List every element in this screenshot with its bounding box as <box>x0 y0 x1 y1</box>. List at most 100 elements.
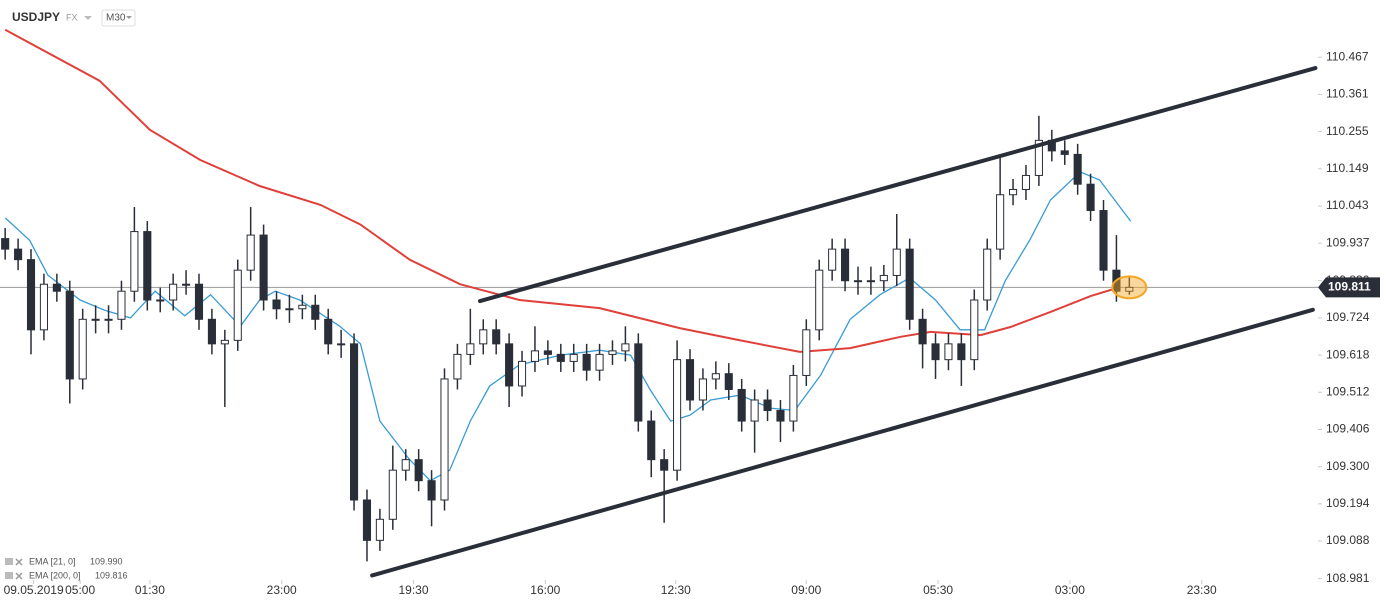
plot <box>1 28 1318 578</box>
legend-name: EMA [200, 0] <box>29 570 81 580</box>
candle-body <box>440 378 449 501</box>
interval-box[interactable] <box>101 9 136 27</box>
interval-arrow[interactable] <box>126 16 132 19</box>
candle-body <box>246 234 255 271</box>
y-tick-label: 109.724 <box>1326 310 1370 324</box>
candle-body <box>1 238 10 250</box>
candle-body <box>776 410 785 422</box>
candle-body <box>737 388 746 422</box>
x-tick-label: 23:00 <box>267 583 297 597</box>
dropdown-arrow[interactable] <box>84 16 92 20</box>
x-tick-label: 12:30 <box>661 583 691 597</box>
interval[interactable]: M30 <box>106 13 126 24</box>
candle-body <box>634 343 643 422</box>
market[interactable]: FX <box>66 12 78 22</box>
candle-body <box>39 283 48 331</box>
legend-close <box>15 572 23 580</box>
candle-body <box>1086 183 1095 212</box>
y-tick-label: 109.618 <box>1326 347 1370 361</box>
candle-body <box>233 269 242 341</box>
candle-body <box>65 290 74 380</box>
candle-body <box>660 459 669 471</box>
candle-body <box>505 343 514 387</box>
candle-body <box>324 318 333 345</box>
legend-close <box>15 558 23 566</box>
candle-body <box>466 343 475 355</box>
x-tick-label: 19:30 <box>398 583 428 597</box>
legend-icon <box>5 558 13 565</box>
candle-body <box>479 329 488 345</box>
candle-body <box>673 359 682 471</box>
candle-body <box>750 399 759 422</box>
candle-body <box>285 308 294 311</box>
candle-body <box>789 374 798 422</box>
candle-body <box>207 318 216 345</box>
candle-body <box>182 283 191 286</box>
candle-body <box>815 269 824 331</box>
candle-body <box>957 343 966 361</box>
candle-body <box>388 469 397 520</box>
axis: 110.467 110.361 110.255 110.149 110.043 109.9… <box>4 49 1380 597</box>
y-tick-label: 109.512 <box>1326 384 1370 398</box>
candle-body <box>1034 139 1043 176</box>
candle-body <box>220 339 229 345</box>
legend-icon <box>5 572 13 579</box>
candle-body <box>337 343 346 346</box>
candle-body <box>970 299 979 361</box>
candle-body <box>1099 210 1108 271</box>
candle-body <box>169 283 178 301</box>
candle-body <box>298 304 307 310</box>
candle-body <box>841 248 850 282</box>
y-tick-label: 110.043 <box>1326 198 1369 212</box>
x-tick-label: 16:00 <box>530 583 560 597</box>
y-tick-label: 108.981 <box>1326 571 1370 585</box>
symbol[interactable]: USDJPY <box>12 10 60 24</box>
trend-line <box>370 307 1315 578</box>
candle-body <box>892 248 901 276</box>
y-tick-label: 110.467 <box>1326 49 1369 63</box>
candle-body <box>918 318 927 345</box>
y-tick-label: 110.255 <box>1326 124 1369 138</box>
highlight <box>1111 275 1148 300</box>
candle-body <box>879 274 888 282</box>
candle-body <box>117 290 126 320</box>
candle-body <box>311 304 320 320</box>
candle-body <box>621 343 630 352</box>
y-tick-label: 109.088 <box>1326 533 1370 547</box>
candle-body <box>931 343 940 361</box>
y-tick-label: 109.300 <box>1326 459 1370 473</box>
candle-body <box>362 499 372 541</box>
candle-body <box>401 459 410 471</box>
candle-body <box>52 283 61 292</box>
candle-body <box>647 420 656 461</box>
y-tick-label: 109.937 <box>1326 235 1370 249</box>
candle-body <box>1073 153 1082 185</box>
y-tick-label: 110.149 <box>1326 161 1369 175</box>
candle-body <box>698 378 707 401</box>
x-tick-label: 09.05.2019 <box>4 583 64 597</box>
candle-body <box>492 329 501 345</box>
candle-body <box>724 373 733 390</box>
candle-body <box>828 248 837 271</box>
candle-body <box>711 373 720 380</box>
legend: EMA [21, 0] 109.990 EMA [200, 0] 109.816 <box>5 556 128 580</box>
price-badge-label: 109.811 <box>1328 280 1371 294</box>
y-tick-label: 109.194 <box>1326 496 1370 510</box>
x-tick-label: 05:00 <box>65 583 95 597</box>
candle-body <box>272 299 281 310</box>
candle-body <box>905 248 914 320</box>
candle-body <box>91 318 100 321</box>
candle-body <box>543 350 552 355</box>
candle-body <box>996 194 1005 250</box>
x-tick-label: 05:30 <box>923 583 953 597</box>
candle-body <box>556 353 565 362</box>
candle-body <box>414 459 423 482</box>
candle-body <box>866 280 875 283</box>
candle-body <box>582 353 591 371</box>
x-tick-label: 09:00 <box>791 583 821 597</box>
candle-body <box>1008 188 1018 196</box>
x-tick-label: 01:30 <box>135 583 165 597</box>
